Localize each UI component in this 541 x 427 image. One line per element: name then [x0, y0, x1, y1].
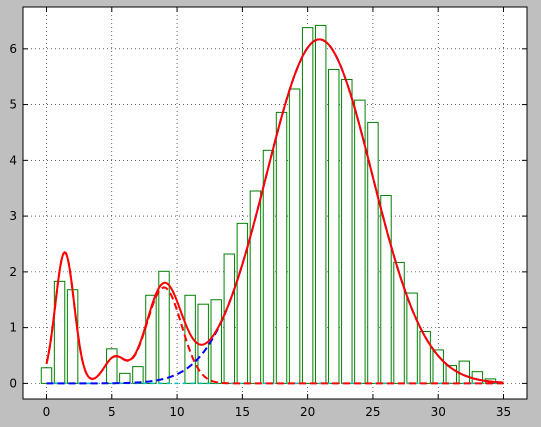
x-tick-label: 35: [496, 405, 511, 419]
bar: [419, 331, 431, 384]
x-tick-label: 10: [169, 405, 184, 419]
y-tick-label: 6: [9, 42, 17, 56]
y-tick-label: 0: [9, 376, 17, 390]
bar: [158, 270, 170, 384]
bar: [314, 24, 327, 384]
bar: [288, 88, 301, 384]
x-tick-label: 0: [43, 405, 51, 419]
bar: [393, 261, 405, 384]
bar: [106, 348, 118, 384]
bar: [40, 367, 53, 384]
bar: [445, 365, 457, 384]
y-axis-ticks: 0 1 2 3 4 5 6: [9, 42, 527, 390]
bar: [406, 292, 418, 384]
bar: [380, 194, 392, 384]
x-tick-label: 20: [300, 405, 315, 419]
y-tick-label: 3: [9, 209, 17, 223]
bar: [301, 27, 314, 384]
bar: [341, 78, 353, 384]
fit-curves: [45, 38, 504, 385]
bar: [275, 111, 288, 384]
bar: [132, 366, 144, 384]
x-tick-label: 5: [108, 405, 116, 419]
y-tick-label: 5: [9, 98, 17, 112]
plot-area: [23, 7, 527, 399]
y-tick-label: 4: [9, 153, 17, 167]
plot-frame: [22, 6, 528, 400]
bar: [432, 349, 444, 384]
x-tick-label: 15: [235, 405, 250, 419]
x-axis-ticks: 0 5 10 15 20 25 30 35: [43, 7, 511, 419]
bar: [236, 222, 249, 384]
bar: [367, 121, 379, 384]
bar: [210, 299, 222, 384]
bars: [40, 24, 497, 384]
bar: [184, 294, 196, 384]
grid: [23, 7, 527, 399]
bar: [66, 289, 79, 384]
x-tick-label: 30: [431, 405, 446, 419]
y-tick-label: 1: [9, 321, 17, 335]
bar: [223, 253, 236, 384]
bar: [328, 68, 340, 384]
y-tick-label: 2: [9, 265, 17, 279]
fit-curve: [45, 38, 504, 384]
bar: [458, 360, 471, 384]
x-tick-label: 25: [365, 405, 380, 419]
